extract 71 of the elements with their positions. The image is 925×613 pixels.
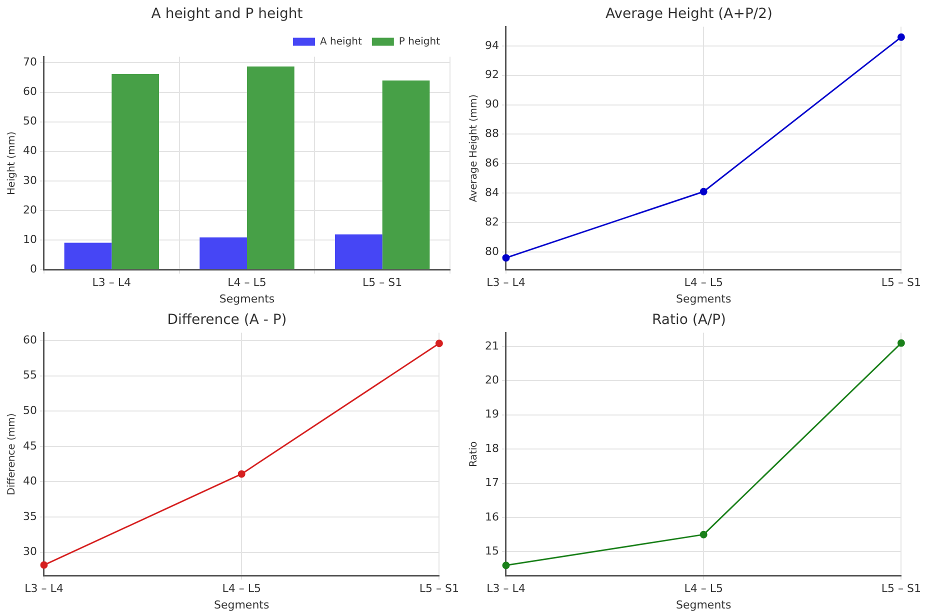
y-tick-label: 94 [484, 38, 499, 52]
y-tick-label: 90 [484, 98, 499, 111]
x-axis-title: Segments [676, 598, 732, 612]
y-tick-label: 30 [22, 174, 37, 187]
point [435, 340, 443, 348]
y-tick-label: 86 [484, 156, 499, 170]
y-tick-label: 92 [484, 68, 499, 82]
x-tick-label: L5 – S1 [362, 276, 402, 290]
x-tick-label: L4 – L5 [222, 582, 261, 596]
point [700, 188, 708, 196]
point [700, 530, 708, 538]
y-tick-label: 20 [22, 203, 37, 216]
y-tick-label: 50 [22, 404, 37, 418]
x-tick-label: L3 – L4 [486, 276, 526, 290]
point [897, 339, 905, 347]
y-tick-label: 50 [22, 114, 37, 128]
y-axis-title: Average Height (mm) [468, 94, 480, 202]
y-tick-label: 10 [22, 232, 37, 246]
x-tick-label: L5 – S1 [419, 582, 460, 596]
y-tick-label: 35 [22, 510, 37, 523]
y-tick-label: 55 [22, 368, 37, 382]
y-tick-label: 84 [484, 186, 499, 199]
bar [247, 66, 294, 270]
y-tick-label: 70 [22, 56, 37, 69]
point [40, 561, 48, 569]
y-tick-label: 82 [484, 215, 499, 228]
y-axis-title: Difference (mm) [6, 413, 18, 496]
bar [334, 234, 382, 270]
y-tick-label: 40 [22, 144, 37, 158]
chart-title: Average Height (A+P/2) [606, 6, 772, 22]
point [502, 562, 510, 570]
x-tick-label: L5 – S1 [881, 276, 922, 290]
chart-title: Ratio (A/P) [652, 312, 726, 328]
point [238, 470, 246, 478]
y-tick-label: 88 [484, 127, 499, 140]
point [897, 33, 905, 41]
y-tick-label: 15 [484, 544, 499, 558]
legend-label: P height [398, 36, 440, 48]
x-tick-label: L3 – L4 [92, 276, 132, 290]
y-tick-label: 45 [22, 439, 37, 452]
y-tick-label: 21 [484, 339, 499, 352]
chart-title: Difference (A - P) [167, 312, 287, 328]
y-tick-label: 60 [22, 333, 37, 346]
y-tick-label: 60 [22, 85, 37, 98]
legend-label: A height [320, 36, 362, 48]
y-axis-title: Ratio [468, 441, 480, 468]
y-tick-label: 16 [484, 510, 499, 524]
bar [382, 80, 430, 270]
y-tick-label: 30 [22, 545, 37, 558]
bar [64, 242, 112, 270]
x-axis-title: Segments [219, 292, 275, 306]
y-tick-label: 80 [484, 244, 499, 258]
bar [112, 74, 160, 270]
x-axis-title: Segments [214, 598, 270, 612]
y-tick-label: 0 [30, 262, 37, 276]
y-tick-label: 19 [484, 408, 499, 421]
chart-title: A height and P height [151, 6, 304, 22]
bar [200, 237, 247, 270]
y-tick-label: 40 [22, 474, 37, 488]
x-tick-label: L3 – L4 [24, 582, 64, 596]
y-tick-label: 20 [484, 374, 499, 387]
y-tick-label: 18 [484, 442, 499, 455]
y-tick-label: 17 [484, 476, 499, 490]
x-tick-label: L5 – S1 [881, 582, 922, 596]
x-tick-label: L4 – L5 [684, 276, 723, 290]
x-axis-title: Segments [676, 292, 732, 306]
point [502, 254, 510, 262]
x-tick-label: L4 – L5 [684, 582, 723, 596]
x-tick-label: L3 – L4 [486, 582, 526, 596]
x-tick-label: L4 – L5 [228, 276, 266, 290]
y-axis-title: Height (mm) [6, 131, 18, 195]
